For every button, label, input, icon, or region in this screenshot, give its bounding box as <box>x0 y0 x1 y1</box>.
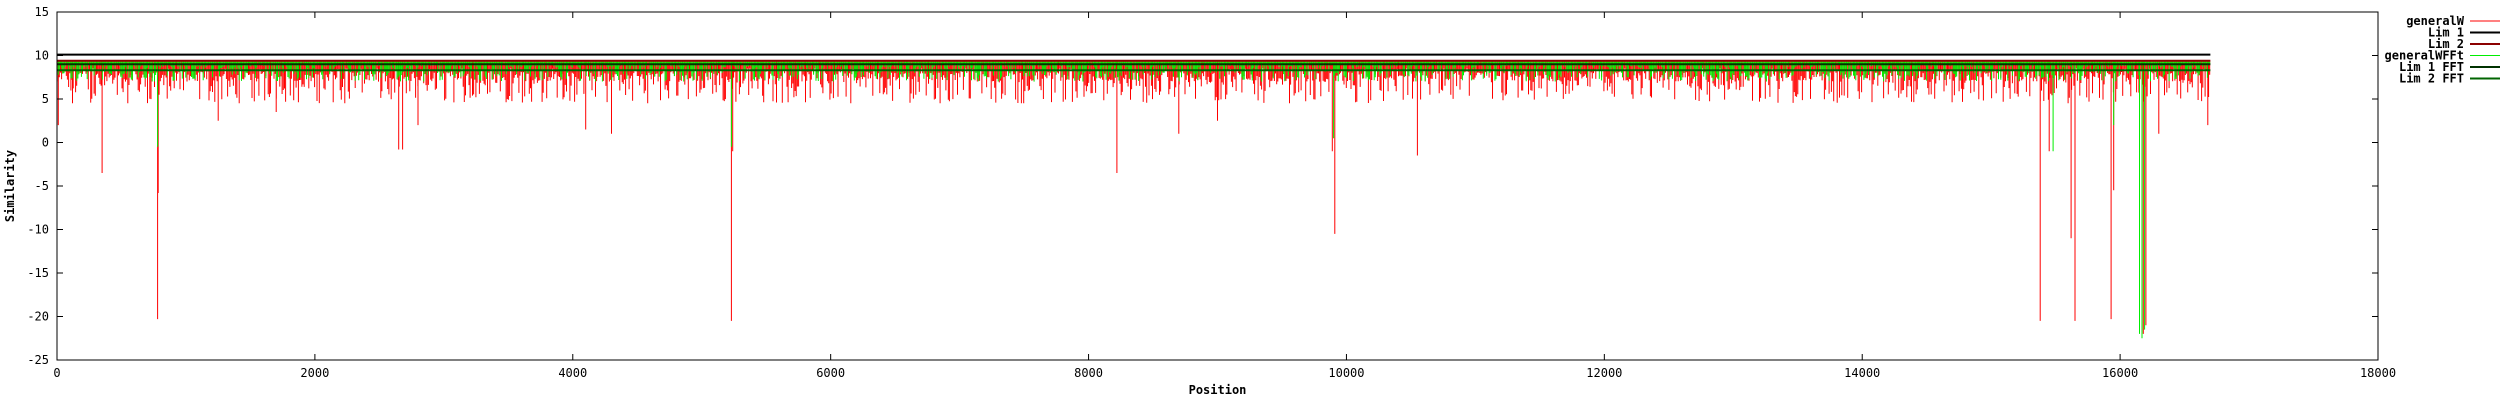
legend-label: Lim 1 <box>2428 26 2464 40</box>
y-tick-label: 0 <box>42 136 49 150</box>
x-tick-label: 0 <box>53 366 60 380</box>
x-tick-label: 8000 <box>1074 366 1103 380</box>
legend-label: Lim 2 FFT <box>2399 72 2464 86</box>
series-generalw-impulses <box>56 61 2211 334</box>
impulse-layer <box>56 61 2211 339</box>
x-axis: 0 2000 4000 6000 8000 10000 12000 14000 16000 180… <box>53 12 2396 380</box>
y-tick-label: -5 <box>35 179 49 193</box>
x-tick-label: 10000 <box>1328 366 1364 380</box>
y-tick-label: -15 <box>27 266 49 280</box>
y-tick-label: 5 <box>42 92 49 106</box>
x-tick-label: 6000 <box>816 366 845 380</box>
y-tick-label: 15 <box>35 5 49 19</box>
legend-label: Lim 2 <box>2428 37 2464 51</box>
x-axis-label: Position <box>1189 383 1247 397</box>
x-tick-label: 18000 <box>2360 366 2396 380</box>
x-tick-label: 2000 <box>300 366 329 380</box>
x-tick-label: 12000 <box>1586 366 1622 380</box>
x-tick-label: 14000 <box>1844 366 1880 380</box>
limit-lines-layer <box>57 53 2211 72</box>
x-tick-label: 16000 <box>2102 366 2138 380</box>
y-axis-label: Similarity <box>3 150 17 222</box>
series-generalwfft-impulses <box>56 61 2211 339</box>
legend-label: generalWFFt <box>2385 49 2464 63</box>
y-tick-label: -20 <box>27 310 49 324</box>
legend-label: generalW <box>2406 14 2465 28</box>
y-tick-label: 10 <box>35 49 49 63</box>
legend-label: Lim 1 FFT <box>2399 60 2464 74</box>
y-axis: -25 -20 -15 -10 -5 0 5 10 15 <box>27 5 2378 367</box>
y-tick-label: -25 <box>27 353 49 367</box>
y-tick-label: -10 <box>27 223 49 237</box>
x-tick-label: 4000 <box>558 366 587 380</box>
